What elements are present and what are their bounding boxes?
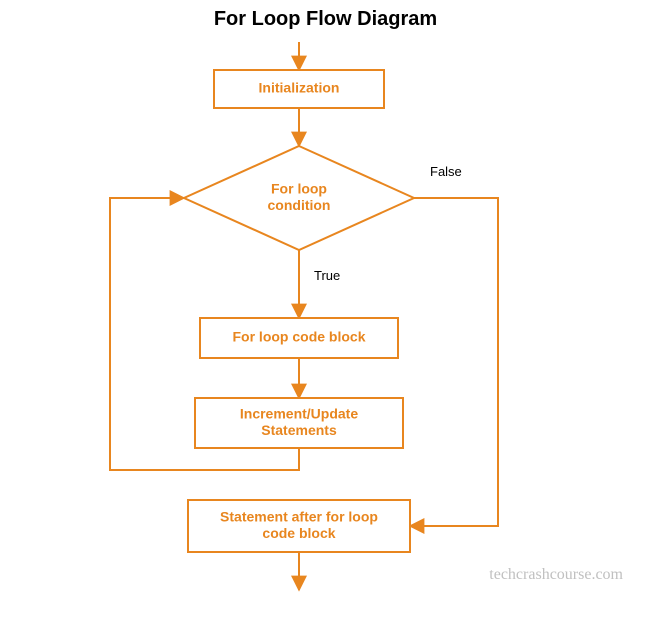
node-label-cond: condition — [268, 197, 331, 213]
node-label-after: Statement after for loop — [220, 509, 378, 525]
node-label-init: Initialization — [259, 80, 340, 96]
node-label-increment: Statements — [261, 422, 337, 438]
node-label-codeblock: For loop code block — [232, 329, 365, 345]
edge-label-cond_false: False — [430, 164, 462, 179]
edge-label-cond_true: True — [314, 268, 340, 283]
node-label-increment: Increment/Update — [240, 406, 358, 422]
flowchart-svg: True False Initialization For loopcondition… — [0, 0, 651, 620]
flowchart-container: For Loop Flow Diagram TrueFalseInitializ… — [0, 0, 651, 620]
edge-cond_false — [410, 198, 498, 526]
node-label-cond: For loop — [271, 181, 327, 197]
watermark: techcrashcourse.com — [489, 566, 623, 584]
node-label-after: code block — [262, 525, 335, 541]
